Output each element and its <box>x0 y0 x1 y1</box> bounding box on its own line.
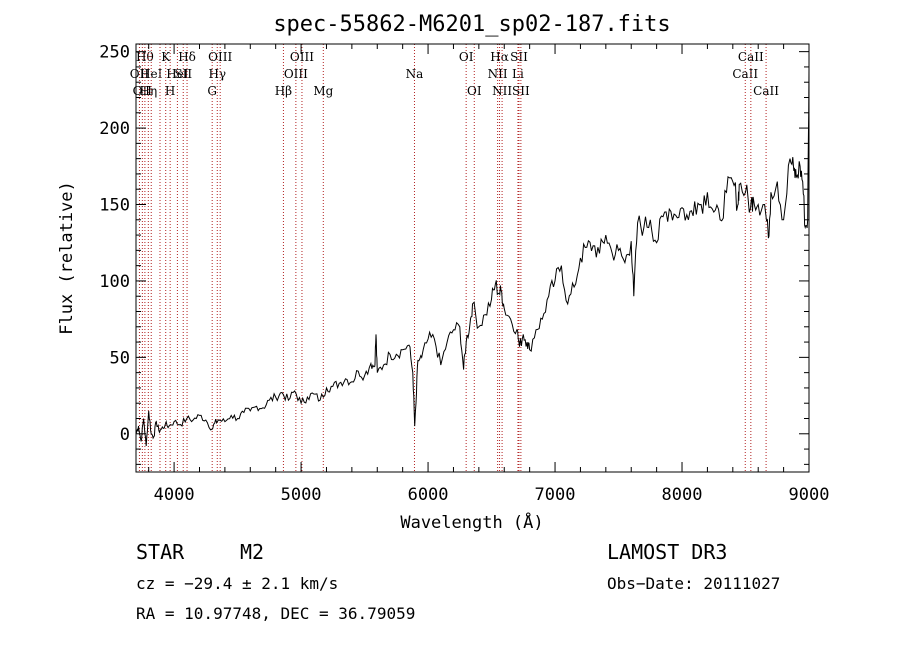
x-tick-label: 4000 <box>154 485 195 505</box>
spectral-line-label: OIII <box>290 50 314 64</box>
spectral-line-label: OII <box>133 84 153 98</box>
y-tick-label: 50 <box>110 348 130 368</box>
spectral-line-label: CaII <box>732 67 758 81</box>
plot-frame <box>135 43 810 473</box>
spectral-line-label: Hθ <box>136 50 154 64</box>
x-tick-label: 6000 <box>408 485 449 505</box>
spectral-line-label: K <box>161 50 171 64</box>
spectral-line-label: OI <box>467 84 482 98</box>
spectral-line-label: Hη <box>139 84 157 98</box>
spectral-line-label: Hα <box>490 50 509 64</box>
spectrum-line <box>135 66 810 447</box>
axis-ticks: 4000 5000 6000 7000 8000 9000 0 50 100 150 200 250 <box>99 43 829 505</box>
spectral-line-label: CaII <box>753 84 779 98</box>
spectral-line-label: CaII <box>738 50 764 64</box>
spectral-line-label: HeI <box>140 67 163 81</box>
y-tick-label: 0 <box>120 425 130 445</box>
spectral-line-label: Hβ <box>275 84 292 98</box>
x-tick-label: 7000 <box>535 485 576 505</box>
spectral-line-label: Li <box>512 67 524 81</box>
spectral-line-label: G <box>207 84 217 98</box>
spectral-line-label: SII <box>174 67 192 81</box>
spectral-line-markers: OIIOIIHθHηHeIKHHeISIIHδGHγOIIIHβOIIIOIII… <box>130 44 779 472</box>
x-tick-label: 8000 <box>662 485 703 505</box>
object-subclass: M2 <box>240 540 265 564</box>
coordinates: RA = 10.97748, DEC = 36.79059 <box>136 604 416 623</box>
spectral-line-label: H <box>165 84 175 98</box>
survey-name: LAMOST DR3 <box>607 540 728 564</box>
object-class: STAR <box>136 540 185 564</box>
spectral-line-label: SII <box>510 50 528 64</box>
spectral-line-label: OIII <box>284 67 308 81</box>
y-tick-label: 250 <box>99 43 130 63</box>
spectral-line-label: OI <box>459 50 474 64</box>
y-tick-label: 100 <box>99 272 130 292</box>
spectral-line-label: Na <box>406 67 424 81</box>
y-tick-label: 200 <box>99 119 130 139</box>
spectral-line-label: NII <box>488 67 508 81</box>
spectral-line-label: OIII <box>208 50 232 64</box>
spectral-line-label: Hδ <box>178 50 196 64</box>
chart-title: spec-55862-M6201_sp02-187.fits <box>273 12 670 37</box>
x-axis-label: Wavelength (Å) <box>400 511 543 533</box>
y-axis-label: Flux (relative) <box>57 181 77 335</box>
x-tick-label: 9000 <box>789 485 830 505</box>
observation-date: Obs−Date: 20111027 <box>607 574 781 593</box>
spectral-line-label: SII <box>512 84 530 98</box>
spectral-line-label: NII <box>492 84 512 98</box>
spectral-line-label: Mg <box>313 84 333 98</box>
spectral-line-label: Hγ <box>208 67 226 81</box>
x-tick-label: 5000 <box>281 485 322 505</box>
y-tick-label: 150 <box>99 196 130 216</box>
series-layer <box>135 66 810 447</box>
redshift-cz: cz = −29.4 ± 2.1 km/s <box>136 574 339 593</box>
